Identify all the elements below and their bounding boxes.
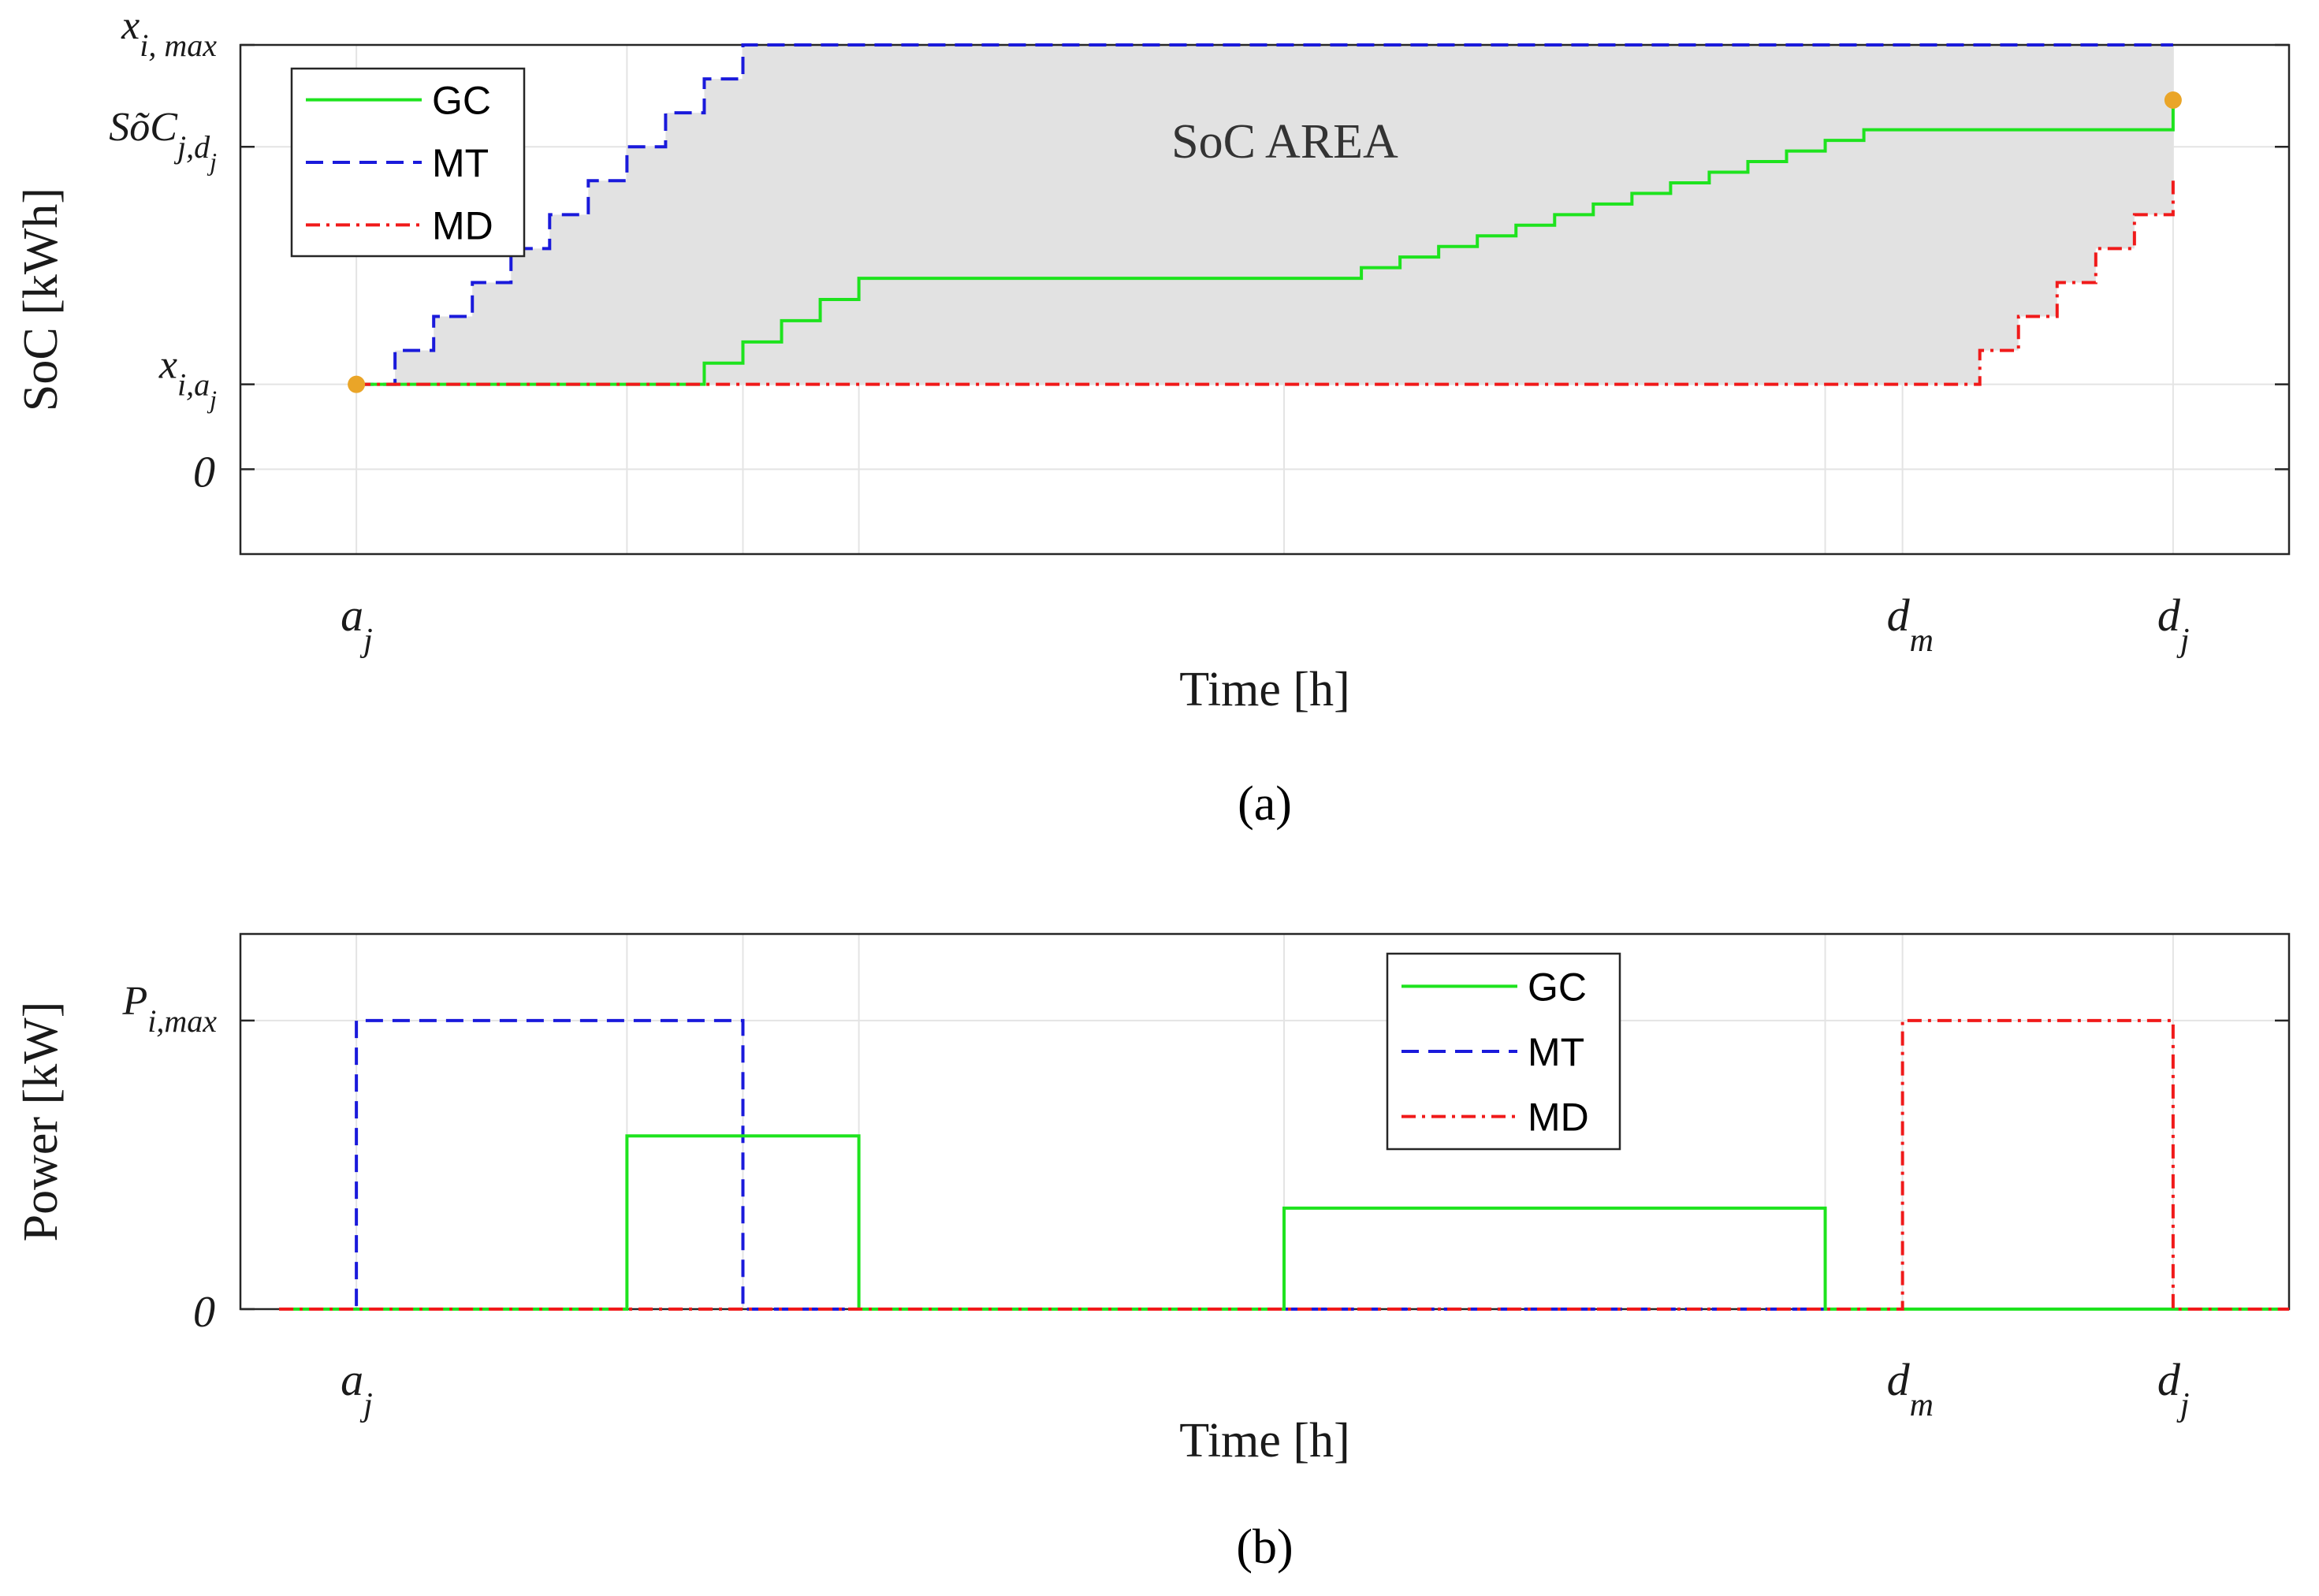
panel-caption: (a) — [1238, 777, 1292, 831]
series-mt-line — [356, 43, 2173, 386]
soc-area-label: SoC AREA — [1171, 115, 1398, 169]
chart-b: 0 Pi,max aj dm dj Time [h] Power [kW] GC MT MD (b) — [14, 932, 2291, 1574]
x-tick-label: dj — [2157, 1354, 2190, 1423]
y-tick-label: 0 — [193, 1288, 215, 1337]
x-tick-label: aj — [341, 1354, 373, 1423]
legend: GC MT MD — [290, 67, 526, 258]
y-tick-label: Pi,max — [121, 979, 217, 1039]
chart-a: SoC AREA 0 xi,aj SõCj,dj xi, max aj dm dj Time [… — [14, 3, 2291, 831]
endpoint-marker — [348, 375, 366, 393]
series-gc-line — [356, 99, 2175, 386]
x-axis-label: Time [h] — [1179, 663, 1349, 716]
series-md-line — [356, 180, 2175, 386]
legend-label-md: MD — [432, 203, 493, 247]
x-tick-label: dm — [1887, 590, 1934, 659]
panel-caption: (b) — [1236, 1520, 1293, 1574]
y-axis-label: Power [kW] — [14, 1002, 68, 1242]
x-tick-label: dm — [1887, 1354, 1934, 1423]
legend-label-md: MD — [1528, 1096, 1589, 1140]
y-tick-label: 0 — [193, 448, 215, 497]
y-tick-label: xi,aj — [158, 343, 217, 414]
legend-label-gc: GC — [1528, 965, 1587, 1009]
legend-label-gc: GC — [432, 79, 491, 123]
soc-area-fill — [356, 45, 2173, 385]
x-tick-label: dj — [2157, 590, 2190, 659]
legend-label-mt: MT — [1528, 1030, 1584, 1074]
legend: GC MT MD — [1386, 952, 1621, 1151]
y-axis-label: SoC [kWh] — [14, 188, 68, 411]
x-axis-label: Time [h] — [1179, 1414, 1349, 1468]
x-tick-label: aj — [341, 590, 373, 659]
series-md-line — [279, 1018, 2289, 1311]
y-tick-label: xi, max — [121, 3, 217, 63]
y-tick-label: SõCj,dj — [109, 105, 217, 176]
endpoint-marker — [2164, 91, 2182, 109]
plot-area — [240, 934, 2289, 1309]
legend-label-mt: MT — [432, 141, 489, 185]
